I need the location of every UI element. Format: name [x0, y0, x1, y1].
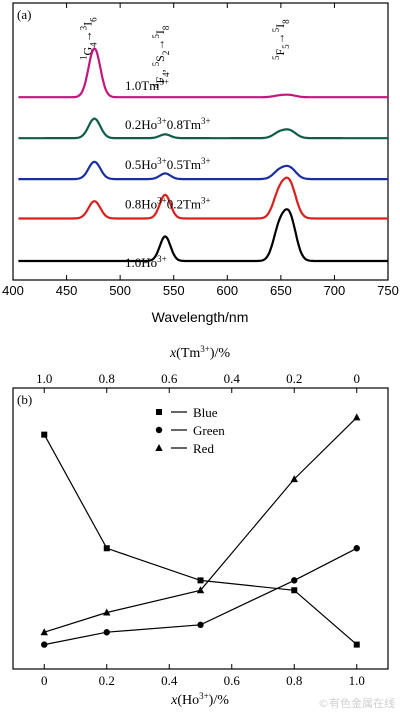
- panel-a-frame: [12, 2, 389, 281]
- panel-a-x-tick-label: 400: [2, 283, 24, 298]
- legend-label-red: Red: [193, 441, 214, 456]
- panel-a-x-tick-label: 550: [163, 283, 185, 298]
- emission-curves: [18, 47, 388, 263]
- panel-b-label: (b): [17, 392, 32, 407]
- transition-label: 4F4, 5S2→5I8: [151, 25, 171, 88]
- panel-a-label: (a): [17, 7, 31, 22]
- panel-a-spectra: (a) 1G4→3I6 4F4, 5S2→5I8 5F5→5I8 1.0Tm3+ 0.…: [2, 2, 399, 325]
- panel-b-legend: Blue Green Red: [155, 405, 225, 456]
- legend-marker-green: [155, 426, 163, 434]
- data-point-red: [353, 413, 361, 421]
- legend-label-blue: Blue: [193, 405, 218, 420]
- panel-a-x-tick-label: 500: [109, 283, 131, 298]
- data-point-red: [196, 586, 205, 594]
- panel-b-x2-tick-label: 0: [354, 371, 361, 386]
- legend-marker-blue: [156, 409, 162, 415]
- panel-b-x2-tick-label: 0.8: [99, 371, 115, 386]
- watermark: ©有色金属在线: [318, 696, 395, 710]
- legend-label-green: Green: [193, 423, 225, 438]
- data-point-red: [290, 475, 298, 483]
- panel-b-x-tick-label: 0.2: [99, 673, 115, 688]
- panel-b-x2-tick-label: 1.0: [36, 371, 52, 386]
- sample-labels: 1.0Tm3+ 0.2Ho3+0.8Tm3+ 0.5Ho3+0.5Tm3+ 0.8Ho…: [125, 77, 211, 270]
- sample-label: 0.8Ho3+0.2Tm3+: [125, 195, 211, 211]
- panel-b-top-ticks: 1.0 0.8 0.6 0.4 0.2 0: [36, 371, 360, 393]
- data-point-green: [353, 545, 360, 552]
- emission-curve: [18, 47, 388, 99]
- panel-b-x-tick-label: 0.4: [161, 673, 178, 688]
- panel-a-x-tick-label: 600: [216, 283, 238, 298]
- legend-marker-red: [155, 444, 163, 451]
- data-point-red: [40, 628, 48, 636]
- panel-b-top-axis-label: x(Tm3+)/%: [169, 344, 230, 361]
- panel-b-x2-tick-label: 0.2: [286, 371, 302, 386]
- panel-a-x-ticks: 400 450 500 550 600 650 700 750: [2, 3, 399, 298]
- data-point-green: [197, 621, 204, 629]
- transition-label: 1G4→3I6: [78, 17, 98, 60]
- panel-a-x-tick-label: 650: [270, 283, 292, 298]
- panel-b-frame: [12, 387, 389, 670]
- data-point-red: [103, 608, 111, 616]
- sample-label: 1.0Ho3+: [125, 254, 167, 270]
- transition-labels: 1G4→3I6 4F4, 5S2→5I8 5F5→5I8: [78, 17, 291, 88]
- panel-b-x2-tick-label: 0.6: [161, 371, 178, 386]
- data-point-blue: [41, 431, 48, 438]
- data-point-green: [291, 577, 298, 584]
- panel-b-series: [40, 413, 361, 648]
- data-point-blue: [103, 545, 110, 552]
- sample-label: 1.0Tm3+: [125, 77, 169, 93]
- transition-label: 5F5→5I8: [271, 19, 291, 60]
- series-line-blue: [43, 434, 358, 646]
- data-point-blue: [291, 587, 298, 594]
- panel-b-bottom-ticks: 0 0.2 0.4 0.6 0.8 1.0: [41, 664, 365, 688]
- panel-b-x-tick-label: 0: [41, 673, 48, 688]
- sample-label: 0.2Ho3+0.8Tm3+: [125, 116, 211, 132]
- series-line-green: [44, 547, 358, 646]
- panel-a-x-tick-label: 450: [56, 283, 78, 298]
- panel-b-x-tick-label: 0.8: [286, 673, 302, 688]
- emission-curve: [18, 117, 388, 140]
- panel-a-x-tick-label: 700: [324, 283, 346, 298]
- sample-label: 0.5Ho3+0.5Tm3+: [125, 156, 211, 172]
- data-point-green: [41, 641, 48, 648]
- panel-b-intensity-ratio: (b) x(Tm3+)/% 1.0 0.8 0.6 0.4 0.2 0 0 0.2 0.4 0.…: [12, 344, 389, 708]
- emission-curve: [18, 160, 388, 181]
- panel-b-x-axis-label: x(Ho3+)/%: [170, 691, 229, 708]
- panel-a-x-tick-label: 750: [377, 283, 399, 298]
- emission-curve: [18, 208, 388, 263]
- data-point-blue: [197, 577, 204, 584]
- panel-a-x-axis-label: Wavelength/nm: [152, 309, 249, 325]
- data-point-blue: [353, 641, 360, 648]
- panel-b-x-tick-label: 0.6: [224, 673, 241, 688]
- panel-b-x2-tick-label: 0.4: [224, 371, 241, 386]
- emission-curve: [18, 176, 388, 220]
- data-point-green: [103, 629, 110, 636]
- panel-b-x-tick-label: 1.0: [349, 673, 365, 688]
